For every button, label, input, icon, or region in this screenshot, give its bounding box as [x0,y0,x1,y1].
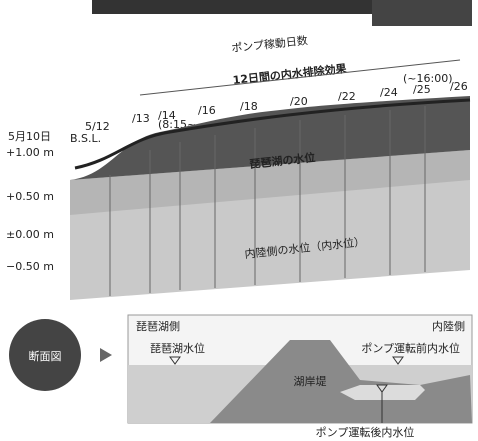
after-label: ポンプ運転後内水位 [316,425,415,439]
date-label: /22 [338,90,356,103]
level-labels: +1.00 m +0.50 m ±0.00 m −0.50 m [6,146,54,273]
date-label: /24 [380,86,398,99]
badge-label: 断面図 [29,349,62,363]
level-label: −0.50 m [6,260,54,273]
marker [392,356,404,365]
right-label: 内陸側 [432,319,465,333]
date-label: /26 [450,80,468,93]
badge [9,319,81,391]
date-label: /16 [198,104,216,117]
left-label: 琵琶湖側 [136,320,180,333]
date-row: 5月10日 5/12/13/14/16/18/20/22/24/25/26 [8,80,468,143]
level-label: +1.00 m [6,146,54,159]
lake-level-label: 琵琶湖水位 [150,341,205,355]
date-label: 5/12 [85,120,110,133]
date-label: 5月10日 [8,130,51,143]
level-label: ±0.00 m [6,228,54,241]
date-label: /18 [240,100,258,113]
unit-label: B.S.L. [70,132,101,145]
title: ポンプ稼動日数 [231,33,309,55]
date-label: /13 [132,112,150,125]
date-label: /20 [290,95,308,108]
lake-side [70,150,470,215]
level-label: +0.50 m [6,190,54,203]
day-lines [109,106,426,296]
marker [376,384,388,393]
block-top [70,96,470,180]
date-label: /25 [413,83,431,96]
dike-label: 湖岸堤 [294,375,327,388]
duration-line [139,59,461,96]
marker [169,356,181,365]
before-label: ポンプ運転前内水位 [361,341,460,355]
date-note: (~16:00) [403,72,453,85]
dike [210,340,472,423]
arrow [100,348,112,362]
lake-level-line [74,98,471,170]
date-label: /14 [158,109,176,122]
top-strip-corner [372,0,472,26]
lake-label: 琵琶湖の水位 [249,150,316,171]
